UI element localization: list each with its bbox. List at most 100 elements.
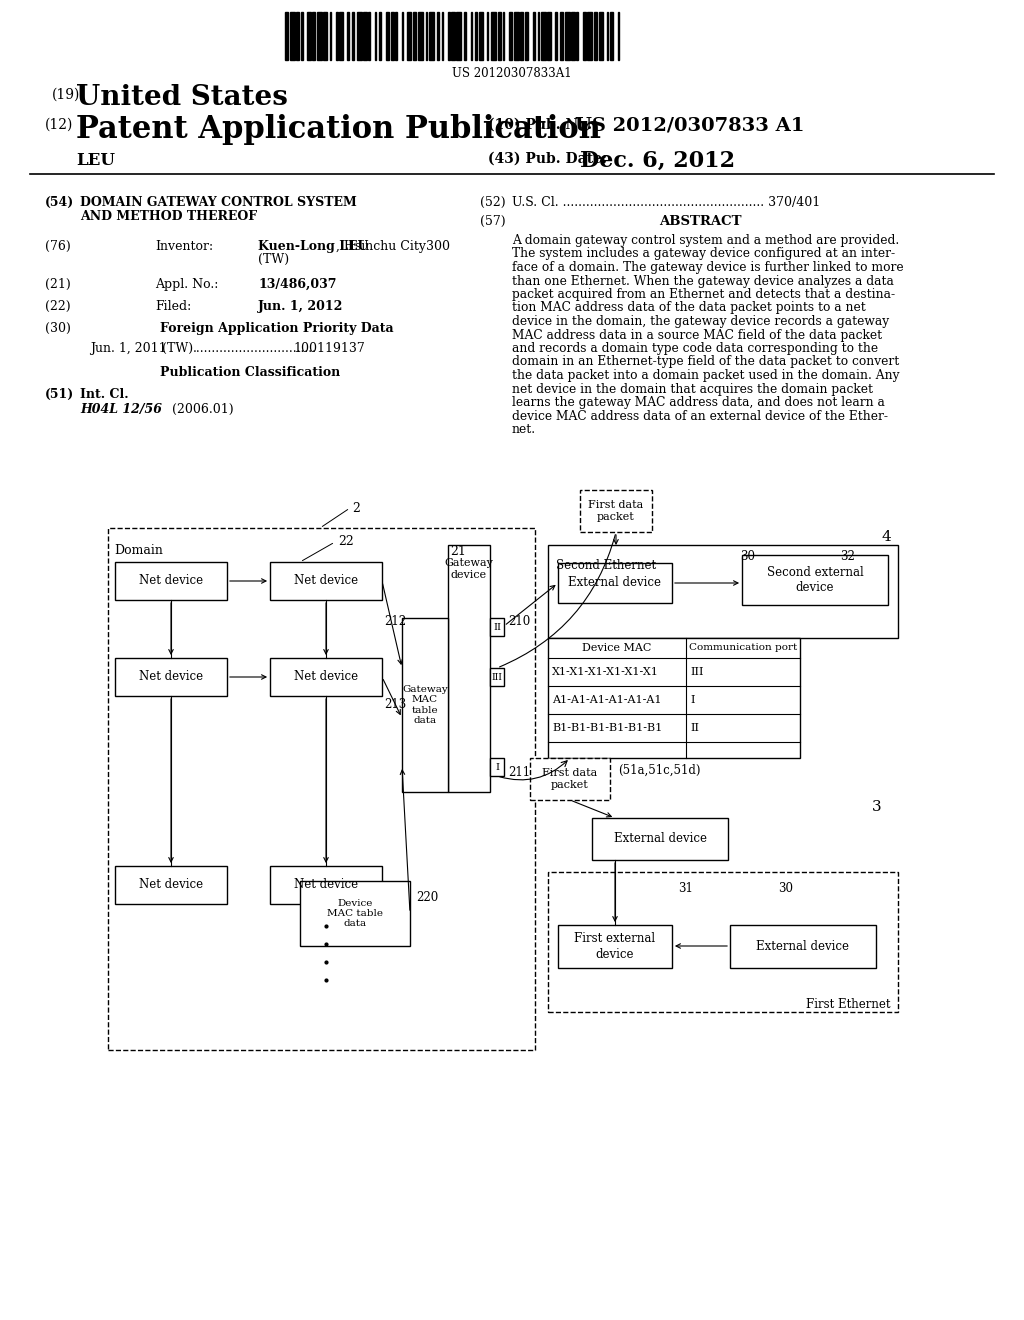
Bar [471, 12, 472, 59]
Bar [490, 618, 504, 636]
Text: 22: 22 [338, 535, 353, 548]
Bar [386, 12, 389, 59]
Text: External device: External device [568, 577, 662, 590]
Text: device MAC address data of an external device of the Ether-: device MAC address data of an external d… [512, 409, 888, 422]
Bar [594, 12, 597, 59]
Bar [449, 12, 450, 59]
Text: (22): (22) [45, 300, 71, 313]
Bar [270, 866, 382, 904]
Text: 31: 31 [678, 882, 693, 895]
Text: US 2012/0307833 A1: US 2012/0307833 A1 [575, 116, 805, 135]
Bar [330, 12, 332, 59]
Text: LEU: LEU [76, 152, 115, 169]
Bar [364, 12, 367, 59]
Text: 213: 213 [384, 698, 407, 711]
Text: B1-B1-B1-B1-B1-B1: B1-B1-B1-B1-B1-B1 [552, 723, 663, 733]
Bar [548, 873, 898, 1012]
Text: Kuen-Long LEU: Kuen-Long LEU [258, 240, 369, 253]
Text: U.S. Cl. .................................................... 370/401: U.S. Cl. ...............................… [512, 195, 820, 209]
Text: I: I [690, 696, 694, 705]
Text: Net device: Net device [139, 574, 203, 587]
Text: First external
device: First external device [574, 932, 655, 961]
Bar [490, 758, 504, 776]
Text: Device MAC: Device MAC [583, 643, 651, 653]
Bar [520, 12, 523, 59]
Text: device in the domain, the gateway device records a gateway: device in the domain, the gateway device… [512, 315, 889, 327]
Bar [503, 12, 504, 59]
Bar [369, 12, 370, 59]
Bar [577, 12, 578, 59]
Text: net.: net. [512, 422, 537, 436]
Bar [115, 562, 227, 601]
Bar [300, 880, 410, 946]
Bar [560, 12, 563, 59]
Text: (TW): (TW) [258, 253, 289, 267]
Bar [290, 12, 295, 59]
Text: 210: 210 [508, 615, 530, 628]
Text: Net device: Net device [294, 879, 358, 891]
Text: I: I [495, 763, 499, 771]
Text: Patent Application Publication: Patent Application Publication [76, 114, 601, 145]
Text: learns the gateway MAC address data, and does not learn a: learns the gateway MAC address data, and… [512, 396, 885, 409]
Bar [395, 12, 397, 59]
Text: (TW): (TW) [162, 342, 194, 355]
Bar [357, 12, 361, 59]
Text: 13/486,037: 13/486,037 [258, 279, 337, 290]
Bar [426, 12, 427, 59]
Text: (21): (21) [45, 279, 71, 290]
Text: Dec. 6, 2012: Dec. 6, 2012 [580, 150, 735, 172]
Text: Net device: Net device [139, 671, 203, 684]
Text: 32: 32 [840, 550, 855, 564]
Text: (54): (54) [45, 195, 75, 209]
Bar [115, 657, 227, 696]
Text: 3: 3 [872, 800, 882, 814]
Bar [492, 12, 497, 59]
Text: Gateway
device: Gateway device [444, 558, 494, 579]
Text: (51a,51c,51d): (51a,51c,51d) [618, 764, 700, 777]
Text: Jun. 1, 2012: Jun. 1, 2012 [258, 300, 343, 313]
Bar [571, 12, 574, 59]
Bar [307, 12, 310, 59]
Text: 30: 30 [778, 882, 793, 895]
Text: First data
packet: First data packet [589, 500, 644, 521]
Text: (43) Pub. Date:: (43) Pub. Date: [488, 152, 607, 166]
Bar [525, 12, 528, 59]
Bar [606, 12, 608, 59]
Bar [375, 12, 376, 59]
Bar [407, 12, 412, 59]
Bar [530, 758, 610, 800]
Text: Net device: Net device [139, 879, 203, 891]
Text: packet acquired from an Ethernet and detects that a destina-: packet acquired from an Ethernet and det… [512, 288, 895, 301]
Bar [437, 12, 438, 59]
Text: The system includes a gateway device configured at an inter-: The system includes a gateway device con… [512, 248, 895, 260]
Text: Publication Classification: Publication Classification [160, 366, 340, 379]
Text: , Hsinchu City300: , Hsinchu City300 [336, 240, 450, 253]
Text: ABSTRACT: ABSTRACT [658, 215, 741, 228]
Text: 21: 21 [450, 545, 466, 558]
Bar [558, 564, 672, 603]
Bar [592, 818, 728, 861]
Bar [285, 12, 288, 59]
Text: Second Ethernet: Second Ethernet [556, 558, 656, 572]
Text: Inventor:: Inventor: [155, 240, 213, 253]
Text: tion MAC address data of the data packet points to a net: tion MAC address data of the data packet… [512, 301, 865, 314]
Bar [296, 12, 299, 59]
Bar [115, 866, 227, 904]
Bar [380, 12, 381, 59]
Bar [402, 618, 449, 792]
Bar [555, 12, 557, 59]
Bar [486, 12, 488, 59]
Text: (10) Pub. No.:: (10) Pub. No.: [488, 117, 597, 132]
Bar [538, 12, 540, 59]
Text: II: II [690, 723, 699, 733]
Text: Communication port: Communication port [689, 644, 797, 652]
Text: ................................: ................................ [193, 342, 317, 355]
Text: (76): (76) [45, 240, 71, 253]
Bar [339, 12, 343, 59]
Text: 212: 212 [384, 615, 407, 628]
Text: II: II [493, 623, 501, 631]
Text: External device: External device [613, 833, 707, 846]
Bar [390, 12, 394, 59]
Text: 100119137: 100119137 [293, 342, 365, 355]
Bar [270, 562, 382, 601]
